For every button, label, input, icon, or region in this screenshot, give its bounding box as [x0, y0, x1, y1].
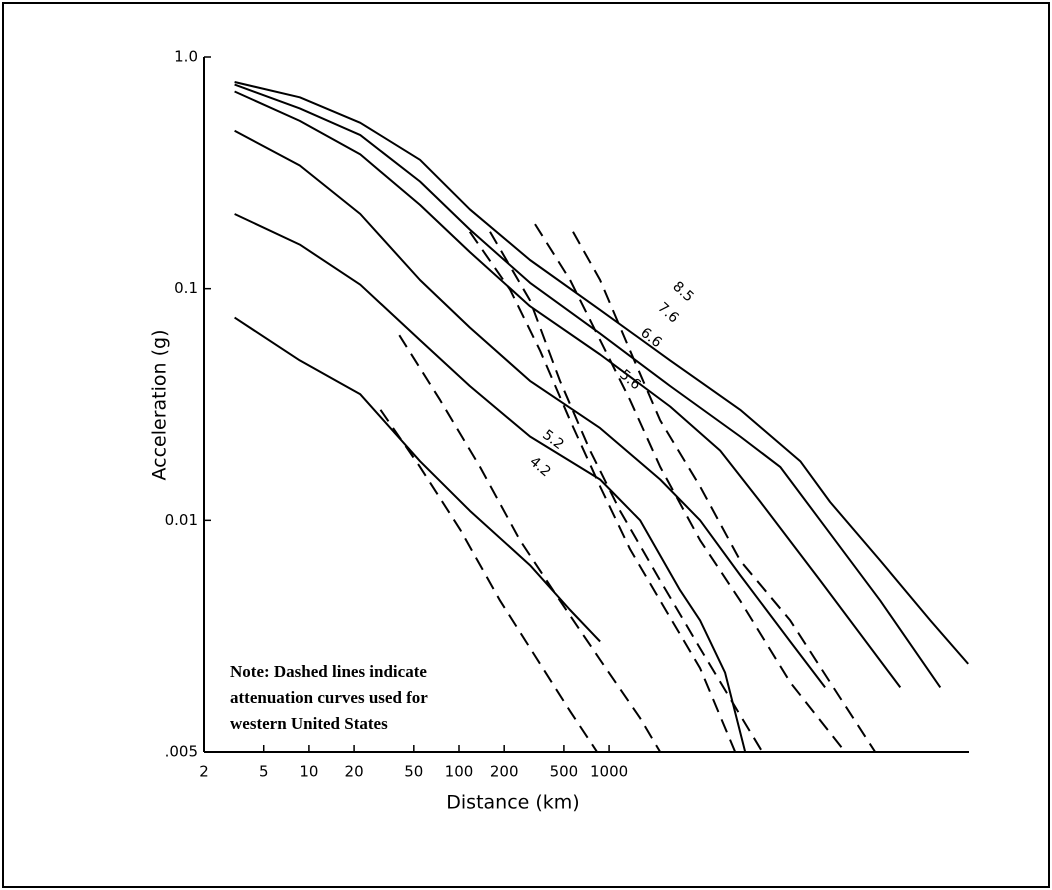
curve	[234, 83, 942, 688]
curve	[234, 213, 747, 753]
x-tick-label: 20	[345, 763, 364, 781]
dashed-curve	[572, 231, 877, 753]
note-line: western United States	[230, 714, 388, 733]
x-tick-label: 50	[404, 763, 423, 781]
x-tick-label: 5	[259, 763, 269, 781]
y-tick-label: 0.1	[174, 279, 198, 297]
note-line: Note: Dashed lines indicate	[230, 662, 427, 681]
dashed-curve	[468, 231, 737, 753]
curve	[234, 316, 601, 643]
x-tick-label: 100	[445, 763, 474, 781]
x-tick-label: 1000	[590, 763, 628, 781]
y-axis-end-label: .005	[165, 743, 198, 761]
y-axis-title: Acceleration (g)	[149, 330, 171, 481]
x-tick-label: 2	[199, 763, 209, 781]
dashed-curve	[398, 334, 662, 753]
x-tick-label: 10	[299, 763, 318, 781]
x-tick-label: 500	[550, 763, 579, 781]
y-tick-label: 1.0	[174, 48, 198, 66]
note-line: attenuation curves used for	[230, 688, 428, 707]
dashed-curve	[534, 223, 846, 753]
dashed-curve	[489, 231, 764, 753]
y-tick-label: 0.01	[165, 511, 198, 529]
curve	[234, 90, 902, 688]
curve	[234, 81, 969, 665]
dashed-curve	[379, 409, 598, 753]
x-tick-label: 200	[490, 763, 519, 781]
curve	[234, 129, 826, 689]
x-axis-title: Distance (km)	[446, 792, 579, 814]
